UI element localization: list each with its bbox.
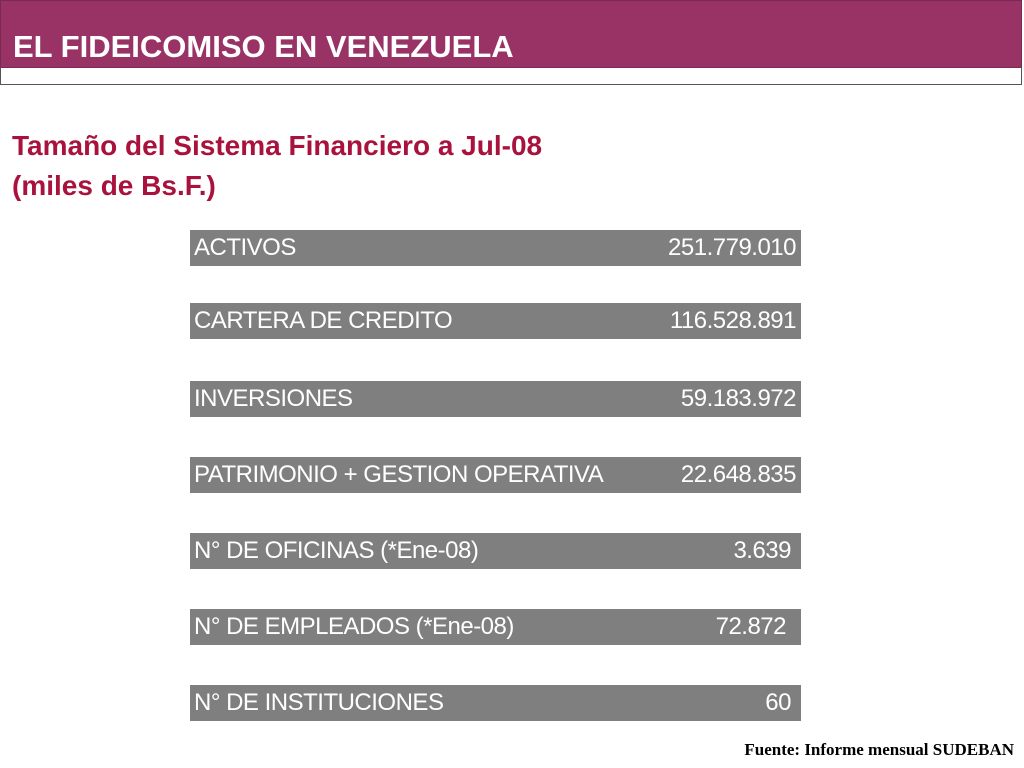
stat-row-oficinas: N° DE OFICINAS (*Ene-08) 3.639 xyxy=(190,533,801,569)
stat-label: PATRIMONIO + GESTION OPERATIVA xyxy=(194,461,604,488)
stat-row-empleados: N° DE EMPLEADOS (*Ene-08) 72.872 xyxy=(190,609,801,645)
stat-label: ACTIVOS xyxy=(194,234,296,261)
stat-row-activos: ACTIVOS 251.779.010 xyxy=(190,230,801,266)
page-title: EL FIDEICOMISO EN VENEZUELA xyxy=(13,29,514,64)
stat-value: 60 xyxy=(765,689,791,716)
stat-row-patrimonio: PATRIMONIO + GESTION OPERATIVA 22.648.83… xyxy=(190,457,801,493)
subtitle-line-2: (miles de Bs.F.) xyxy=(12,170,216,201)
stat-row-cartera: CARTERA DE CREDITO 116.528.891 xyxy=(190,303,801,339)
stat-row-inversiones: INVERSIONES 59.183.972 xyxy=(190,381,801,417)
stat-value: 72.872 xyxy=(715,613,787,640)
stat-value: 251.779.010 xyxy=(668,234,796,261)
stat-label: N° DE EMPLEADOS (*Ene-08) xyxy=(194,613,514,640)
stat-label: INVERSIONES xyxy=(194,385,353,412)
header-frame xyxy=(0,67,1022,85)
header-divider xyxy=(0,84,1022,85)
subtitle: Tamaño del Sistema Financiero a Jul-08 (… xyxy=(12,126,542,206)
stat-value: 22.648.835 xyxy=(680,461,797,488)
source-note: Fuente: Informe mensual SUDEBAN xyxy=(744,740,1014,759)
stat-value: 59.183.972 xyxy=(680,385,797,412)
stat-label: N° DE INSTITUCIONES xyxy=(194,689,444,716)
header-bar: EL FIDEICOMISO EN VENEZUELA xyxy=(0,0,1022,68)
stat-value: 116.528.891 xyxy=(669,307,797,334)
stat-label: N° DE OFICINAS (*Ene-08) xyxy=(194,537,479,564)
stat-row-instituciones: N° DE INSTITUCIONES 60 xyxy=(190,685,801,721)
subtitle-line-1: Tamaño del Sistema Financiero a Jul-08 xyxy=(12,130,543,161)
stat-value: 3.639 xyxy=(733,537,791,564)
stat-label: CARTERA DE CREDITO xyxy=(194,307,453,334)
